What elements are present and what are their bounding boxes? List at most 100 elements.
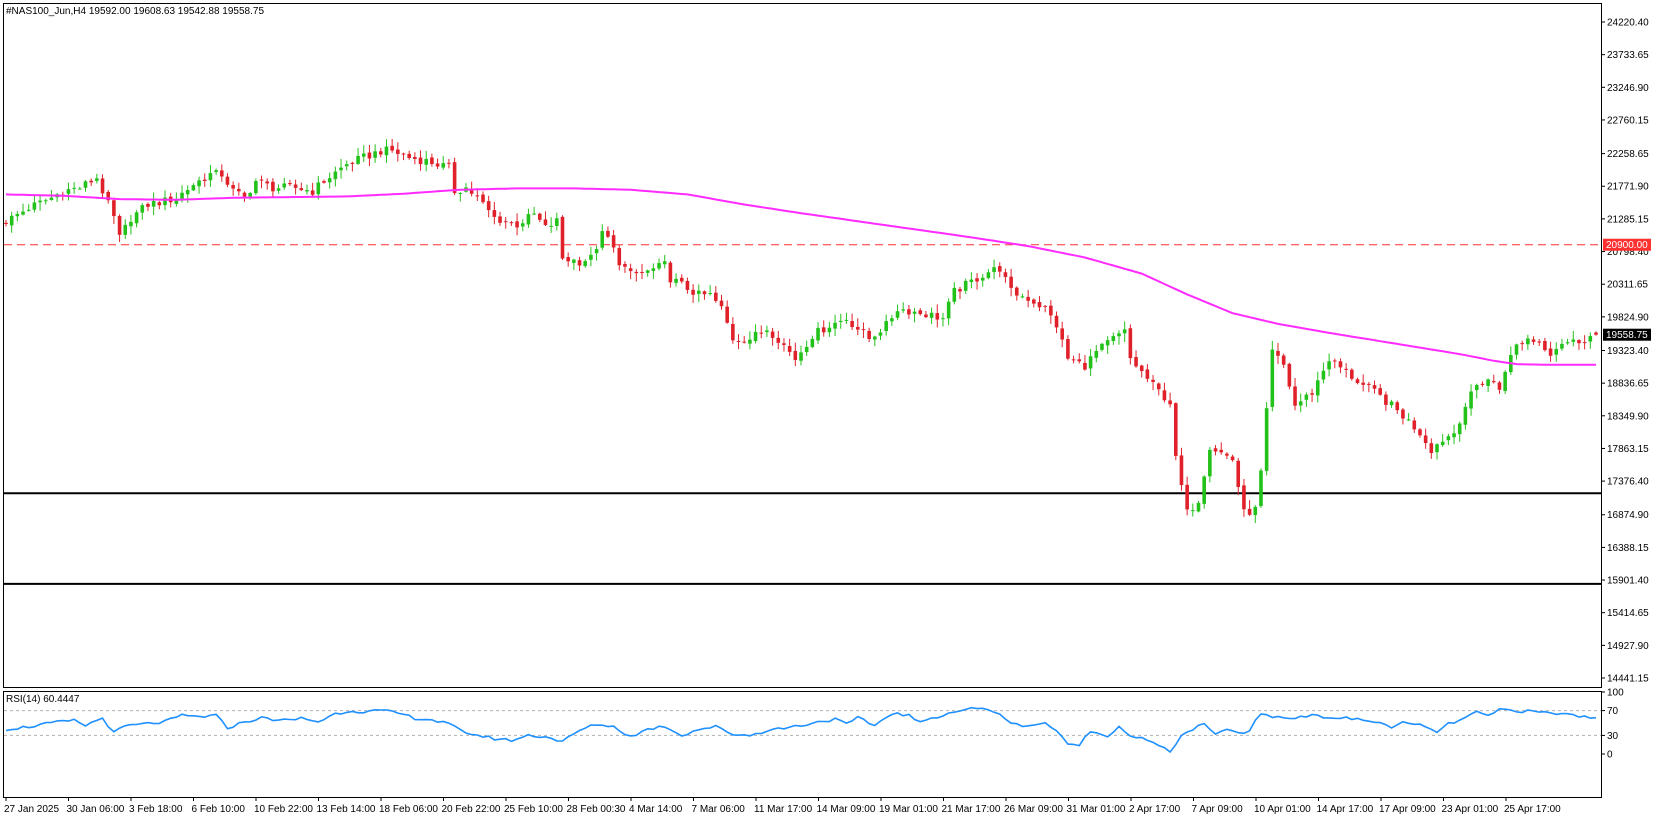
bull-candle <box>986 272 991 279</box>
bear-candle <box>1491 381 1496 383</box>
bull-candle <box>1253 506 1258 516</box>
bear-candle <box>623 263 627 267</box>
moving-average-line <box>5 187 1596 366</box>
bull-candle <box>38 200 42 203</box>
bear-candle <box>725 306 729 323</box>
bull-candle <box>1122 329 1127 334</box>
bear-candle <box>1037 302 1042 308</box>
price-tick-label: 15414.65 <box>1607 608 1649 619</box>
symbol-info-label: #NAS100_Jun,H4 19592.00 19608.63 19542.8… <box>6 6 264 17</box>
bear-candle <box>1497 382 1502 390</box>
bear-candle <box>1281 355 1286 365</box>
bear-candle <box>259 179 264 181</box>
bear-candle <box>1009 276 1013 288</box>
bear-candle <box>100 178 105 194</box>
bear-candle <box>1332 360 1337 362</box>
main-chart-frame <box>3 3 1602 688</box>
bear-candle <box>486 201 491 211</box>
bull-candle <box>1020 296 1025 298</box>
bull-candle <box>952 287 957 302</box>
bear-candle <box>117 215 122 235</box>
time-tick-label: 25 Feb 10:00 <box>504 804 563 815</box>
bull-candle <box>1117 333 1121 337</box>
bear-candle <box>1480 383 1485 385</box>
bear-candle <box>407 153 411 158</box>
bull-candle <box>1088 356 1093 369</box>
bear-candle <box>1049 305 1053 316</box>
bear-candle <box>719 300 724 307</box>
current-price-label: 19558.75 <box>1606 330 1648 341</box>
bull-candle <box>1321 370 1326 380</box>
bear-candle <box>1293 386 1297 406</box>
bull-candle <box>572 259 576 263</box>
bear-candle <box>1537 341 1542 343</box>
bull-candle <box>816 327 820 341</box>
bear-candle <box>776 337 781 343</box>
bull-candle <box>83 181 88 188</box>
bear-candle <box>560 216 565 259</box>
bull-candle <box>282 183 287 188</box>
price-tick-label: 17863.15 <box>1607 444 1649 455</box>
bull-candle <box>191 185 196 191</box>
bear-candle <box>1054 315 1059 328</box>
bear-candle <box>1173 403 1178 456</box>
bear-candle <box>731 324 735 341</box>
bear-candle <box>1247 508 1252 515</box>
price-tick-label: 22760.15 <box>1607 115 1649 126</box>
bull-candle <box>827 327 832 333</box>
main-price-layer <box>4 138 1601 585</box>
bear-candle <box>299 188 304 191</box>
axis-layer: 24220.40 23733.65 23246.90 22760.15 22258.65… <box>4 18 1651 815</box>
bull-candle <box>878 332 883 336</box>
bull-candle <box>1588 336 1593 342</box>
bull-candle <box>1270 349 1275 407</box>
bull-candle <box>1554 348 1559 355</box>
bull-candle <box>1327 361 1331 370</box>
bear-candle <box>1520 343 1524 345</box>
bull-candle <box>361 153 366 157</box>
bull-candle <box>941 318 945 320</box>
price-tick-label: 17376.40 <box>1607 477 1649 488</box>
bull-candle <box>123 224 128 235</box>
bear-candle <box>401 153 406 155</box>
bull-candle <box>327 178 332 183</box>
time-tick-label: 7 Apr 09:00 <box>1192 804 1244 815</box>
bear-candle <box>1287 363 1292 387</box>
bull-candle <box>1389 401 1394 406</box>
bear-candle <box>492 210 497 217</box>
bear-candle <box>322 181 326 183</box>
bull-candle <box>197 180 201 187</box>
bear-candle <box>935 313 940 320</box>
bull-candle <box>1105 340 1110 346</box>
bear-candle <box>770 331 775 338</box>
bull-candle <box>316 182 321 195</box>
bear-candle <box>146 203 150 207</box>
bear-candle <box>566 257 570 262</box>
bear-candle <box>668 262 673 283</box>
bear-candle <box>89 180 93 183</box>
time-tick-label: 11 Mar 17:00 <box>754 804 813 815</box>
bear-candle <box>1083 362 1087 370</box>
bull-candle <box>1503 371 1507 392</box>
rsi-tick-label: 0 <box>1607 750 1613 761</box>
bear-candle <box>237 188 241 192</box>
bear-candle <box>293 184 298 188</box>
bull-candle <box>78 188 82 190</box>
bull-candle <box>600 231 605 248</box>
bear-candle <box>1071 359 1076 361</box>
bull-candle <box>1486 379 1490 386</box>
bull-candle <box>912 311 917 314</box>
rsi-line <box>5 706 1597 754</box>
price-tick-label: 21285.15 <box>1607 214 1649 225</box>
bull-candle <box>594 249 599 254</box>
bull-candle <box>333 171 338 180</box>
bear-candle <box>288 183 292 185</box>
price-tick-label: 20311.65 <box>1607 280 1648 291</box>
bear-candle <box>202 179 207 182</box>
bull-candle <box>1463 406 1468 425</box>
time-tick-label: 26 Mar 09:00 <box>1004 804 1063 815</box>
resistance-price-box <box>1603 238 1651 251</box>
bull-candle <box>15 213 20 217</box>
time-tick-label: 20 Feb 22:00 <box>442 804 501 815</box>
bull-candle <box>1526 338 1530 345</box>
